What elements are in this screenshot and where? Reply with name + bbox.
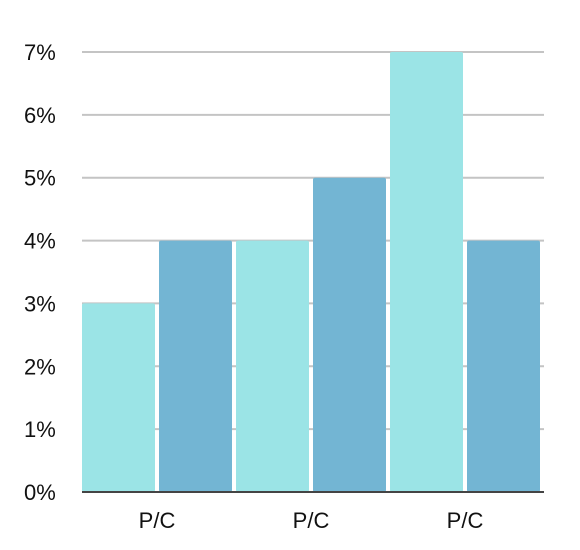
bar-1-series-2	[159, 240, 232, 492]
y-tick-label: 0%	[24, 480, 56, 505]
x-tick-label: P/C	[293, 508, 330, 533]
bar-3-series-2	[467, 240, 540, 492]
x-tick-label: P/C	[447, 508, 484, 533]
y-tick-label: 2%	[24, 354, 56, 379]
y-tick-label: 1%	[24, 417, 56, 442]
y-tick-label: 5%	[24, 166, 56, 191]
bar-3-series-1	[390, 52, 463, 492]
bar-2-series-2	[313, 177, 386, 492]
y-tick-label: 7%	[24, 40, 56, 65]
bar-2-series-1	[236, 240, 309, 492]
x-tick-label: P/C	[139, 508, 176, 533]
y-tick-label: 3%	[24, 291, 56, 316]
y-tick-label: 4%	[24, 229, 56, 254]
bar-1-series-1	[82, 303, 155, 492]
y-tick-label: 6%	[24, 103, 56, 128]
